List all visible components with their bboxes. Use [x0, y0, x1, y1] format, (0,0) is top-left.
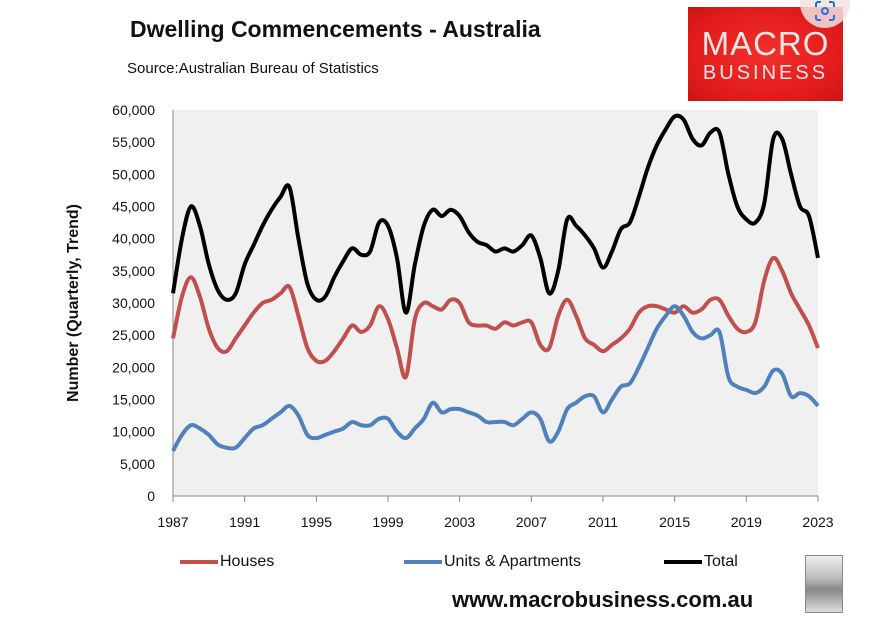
y-tick-label: 10,000	[112, 424, 155, 440]
legend-units: Units & Apartments	[404, 553, 581, 571]
y-tick-label: 25,000	[112, 327, 155, 343]
y-tick-label: 15,000	[112, 392, 155, 408]
legend-swatch-houses	[180, 560, 218, 564]
legend-swatch-total	[664, 560, 702, 564]
x-tick-label: 1991	[229, 514, 260, 530]
x-tick-label: 2007	[516, 514, 547, 530]
series-line-houses	[171, 255, 820, 380]
y-tick-label: 45,000	[112, 199, 155, 215]
plot-area	[173, 110, 818, 496]
x-tick-label: 1995	[301, 514, 332, 530]
y-tick-label: 30,000	[112, 295, 155, 311]
legend-label-units: Units & Apartments	[444, 553, 581, 570]
series-line-total	[171, 113, 820, 315]
y-tick-label: 40,000	[112, 231, 155, 247]
x-tick-label: 2003	[444, 514, 475, 530]
logo-text-business: BUSINESS	[702, 62, 829, 84]
logo-text-macro: MACRO	[701, 25, 830, 62]
website-url: www.macrobusiness.com.au	[452, 587, 754, 612]
x-tick-label: 2015	[659, 514, 690, 530]
legend-houses: Houses	[180, 553, 274, 571]
series-line-units-apartments	[171, 304, 820, 452]
chart-title: Dwelling Commencements - Australia	[130, 16, 541, 42]
x-tick-label: 2023	[802, 514, 833, 530]
macrobusiness-logo: MACRO BUSINESS	[688, 7, 843, 101]
y-tick-label: 55,000	[112, 134, 155, 150]
legend-total: Total	[664, 553, 738, 571]
legend-label-houses: Houses	[220, 553, 275, 570]
x-tick-label: 1987	[157, 514, 188, 530]
legend-swatch-units	[404, 560, 442, 564]
x-tick-label: 1999	[372, 514, 403, 530]
y-tick-label: 5,000	[120, 456, 155, 472]
lens-icon	[815, 0, 835, 21]
x-tick-label: 2011	[588, 514, 618, 530]
y-axis-label: Number (Quarterly, Trend)	[65, 204, 82, 402]
y-tick-label: 50,000	[112, 166, 155, 182]
y-tick-label: 0	[147, 488, 155, 504]
y-tick-label: 20,000	[112, 359, 155, 375]
y-tick-label: 60,000	[112, 102, 155, 118]
wolf-image	[805, 555, 843, 613]
legend-label-total: Total	[704, 553, 738, 570]
y-tick-label: 35,000	[112, 263, 155, 279]
chart-source: Source:Australian Bureau of Statistics	[127, 60, 379, 77]
x-tick-label: 2019	[731, 514, 762, 530]
